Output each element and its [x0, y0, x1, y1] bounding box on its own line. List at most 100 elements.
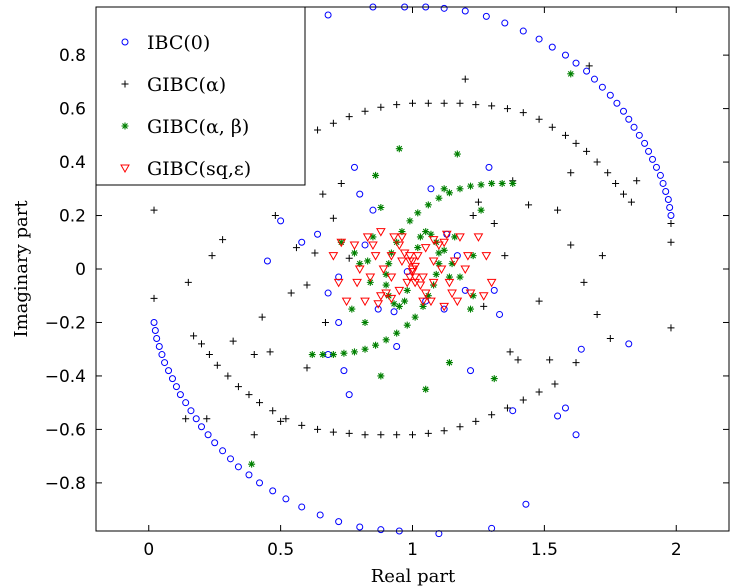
data-point: [219, 447, 227, 455]
data-point: [337, 179, 345, 187]
data-point: [411, 313, 419, 321]
data-point: [405, 252, 415, 261]
data-point: [292, 244, 300, 252]
data-point: [335, 273, 343, 281]
data-point: [328, 252, 339, 261]
data-point: [187, 407, 195, 415]
data-point: [488, 179, 496, 187]
data-point: [374, 305, 382, 313]
data-point: [535, 388, 543, 396]
data-point: [373, 300, 384, 309]
legend-marker: [121, 122, 129, 130]
data-point: [496, 310, 504, 318]
legend-label: GIBC(α): [147, 74, 226, 96]
data-point: [389, 233, 399, 242]
data-point: [211, 439, 219, 447]
data-point: [271, 212, 279, 220]
data-point: [151, 326, 159, 334]
data-point: [368, 241, 378, 250]
data-point: [414, 209, 422, 217]
data-point: [402, 278, 413, 288]
data-point: [361, 431, 369, 439]
data-point: [535, 297, 543, 305]
y-tick-label: −0.8: [45, 474, 86, 494]
data-point: [314, 425, 322, 433]
data-point: [364, 257, 372, 265]
data-point: [390, 308, 398, 316]
data-point: [369, 206, 377, 214]
data-point: [490, 375, 498, 383]
y-tick-label: −0.6: [45, 420, 86, 440]
data-point: [418, 297, 428, 307]
data-point: [456, 273, 464, 281]
data-point: [535, 115, 543, 123]
data-point: [478, 292, 489, 301]
data-point: [172, 383, 180, 391]
data-point: [158, 351, 166, 359]
data-point: [340, 349, 348, 357]
data-point: [219, 236, 227, 244]
data-point: [361, 241, 369, 249]
data-point: [659, 179, 667, 187]
data-point: [503, 105, 511, 113]
data-point: [633, 177, 641, 185]
data-point: [480, 302, 488, 310]
data-point: [422, 228, 430, 236]
data-point: [401, 297, 409, 305]
y-tick-label: 0.6: [59, 100, 86, 120]
data-point: [572, 359, 580, 367]
data-point: [407, 268, 418, 277]
data-point: [461, 7, 469, 15]
data-point: [567, 241, 575, 249]
data-point: [382, 270, 390, 278]
data-point: [456, 99, 464, 107]
data-point: [580, 278, 588, 286]
data-point: [415, 281, 426, 291]
data-point: [432, 270, 440, 278]
data-point: [627, 198, 635, 206]
data-point: [337, 238, 345, 246]
legend-marker: [121, 38, 129, 46]
data-point: [667, 212, 675, 220]
data-point: [393, 431, 401, 439]
data-point: [263, 257, 271, 265]
data-point: [427, 230, 435, 238]
data-point: [426, 297, 436, 307]
data-point: [395, 145, 403, 153]
data-point: [190, 332, 198, 340]
data-point: [519, 396, 527, 404]
data-point: [434, 241, 444, 250]
data-point: [551, 380, 559, 388]
legend-entry: IBC(0): [121, 32, 210, 54]
data-point: [393, 343, 401, 351]
data-point: [234, 463, 242, 471]
data-point: [440, 4, 448, 12]
data-point: [477, 206, 485, 214]
data-point: [329, 214, 337, 222]
data-point: [418, 273, 428, 283]
data-point: [440, 427, 448, 435]
x-tick-label: 0.5: [267, 540, 294, 560]
data-point: [447, 289, 457, 299]
data-point: [554, 206, 562, 214]
data-point: [509, 179, 517, 187]
data-point: [350, 348, 358, 356]
data-point: [321, 318, 329, 326]
data-point: [577, 345, 585, 353]
data-point: [329, 351, 337, 359]
data-point: [477, 181, 485, 189]
data-point: [336, 238, 347, 248]
data-point: [182, 399, 190, 407]
data-point: [635, 131, 643, 139]
data-point: [372, 341, 380, 349]
data-point: [416, 233, 424, 241]
data-point: [345, 113, 353, 121]
data-point: [572, 431, 580, 439]
data-point: [340, 367, 348, 375]
data-point: [354, 265, 365, 275]
y-tick-label: −0.2: [45, 313, 86, 333]
data-point: [385, 260, 393, 268]
data-point: [168, 375, 176, 383]
data-point: [440, 246, 448, 254]
data-point: [506, 348, 514, 356]
